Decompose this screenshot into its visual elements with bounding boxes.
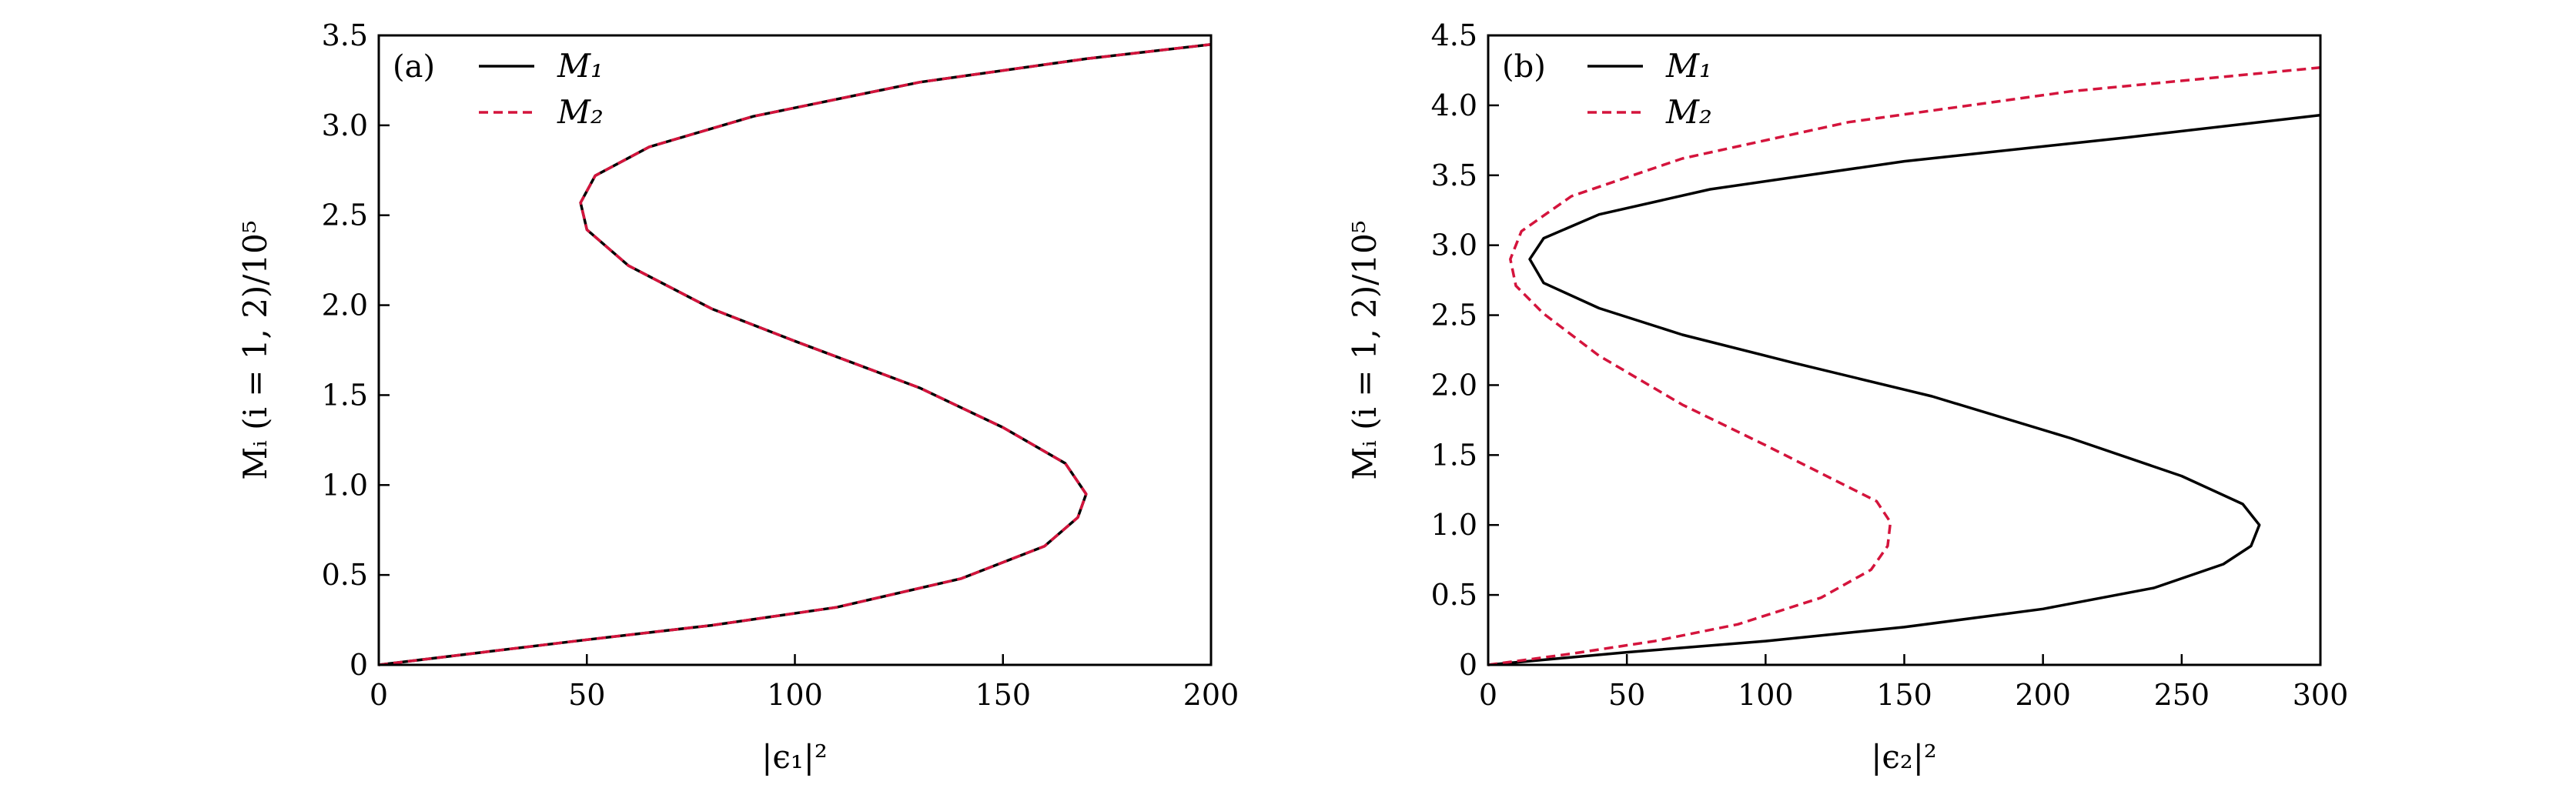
- y-tick-label-b-3: 1.5: [1431, 438, 1477, 472]
- y-tick-label-a-4: 2.0: [322, 289, 368, 322]
- legend-a-label-m2: M₂: [557, 93, 604, 131]
- series-line-b-1: [1487, 66, 2321, 666]
- y-tick-label-a-3: 1.5: [322, 378, 368, 412]
- panel-b-xlabel: |ϵ₂|²: [1871, 738, 1937, 776]
- panel-b-ylabel: Mᵢ (i = 1, 2)/10⁵: [1346, 220, 1383, 479]
- series-line-b-0: [1487, 113, 2321, 666]
- x-tick-label-a-4: 200: [1183, 678, 1239, 712]
- y-tick-label-b-0: 0: [1459, 648, 1477, 682]
- panel-a-tag: (a): [393, 49, 435, 85]
- y-tick-label-a-2: 1.0: [322, 468, 368, 502]
- panel-a: 0 50 100 150 200 0 0.5 1.0 1.5 2.0 2.5 3.0 3.5 M₁ M₂…: [236, 18, 1239, 776]
- x-tick-label-b-0: 0: [1479, 678, 1497, 712]
- y-tick-label-a-0: 0: [350, 648, 368, 682]
- x-tick-label-b-6: 300: [2293, 678, 2349, 712]
- series-line-a-0: [378, 42, 1212, 666]
- x-tick-label-a-2: 100: [767, 678, 823, 712]
- panel-b-ticks: 0 50 100 150 200 250 300 0 0.5 1.0 1.5 2.0 2.5 3.0 3.5…: [1431, 18, 2349, 712]
- y-tick-label-b-2: 1.0: [1431, 508, 1477, 542]
- x-tick-label-a-3: 150: [975, 678, 1031, 712]
- panel-a-curves: [378, 42, 1212, 666]
- y-tick-label-b-6: 3.0: [1431, 229, 1477, 262]
- panel-b-tag: (b): [1502, 49, 1546, 85]
- x-tick-label-a-0: 0: [370, 678, 388, 712]
- y-tick-label-b-5: 2.5: [1431, 299, 1477, 332]
- panel-a-legend: M₁ M₂: [479, 47, 604, 131]
- panel-a-ylabel: Mᵢ (i = 1, 2)/10⁵: [236, 220, 274, 479]
- x-tick-label-b-1: 50: [1608, 678, 1645, 712]
- x-tick-label-b-4: 200: [2015, 678, 2071, 712]
- y-tick-label-a-1: 0.5: [322, 558, 368, 592]
- x-tick-label-a-1: 50: [568, 678, 605, 712]
- y-tick-label-b-8: 4.0: [1431, 88, 1477, 122]
- y-tick-label-b-4: 2.0: [1431, 368, 1477, 402]
- x-tick-label-b-2: 100: [1738, 678, 1794, 712]
- y-tick-label-b-9: 4.5: [1431, 18, 1477, 52]
- panel-b-curves: [1487, 66, 2321, 666]
- panel-a-xlabel: |ϵ₁|²: [761, 738, 828, 776]
- legend-b-label-m1: M₁: [1665, 47, 1712, 85]
- panel-b: 0 50 100 150 200 250 300 0 0.5 1.0 1.5 2.0 2.5 3.0 3.5…: [1346, 18, 2348, 776]
- x-tick-label-b-3: 150: [1876, 678, 1932, 712]
- y-tick-label-a-5: 2.5: [322, 199, 368, 232]
- panel-a-ticks: 0 50 100 150 200 0 0.5 1.0 1.5 2.0 2.5 3.0 3.5: [322, 18, 1239, 712]
- legend-a-label-m1: M₁: [557, 47, 604, 85]
- panel-b-legend: M₁ M₂: [1587, 47, 1712, 131]
- y-tick-label-a-6: 3.0: [322, 109, 368, 142]
- y-tick-label-b-7: 3.5: [1431, 159, 1477, 192]
- legend-b-label-m2: M₂: [1665, 93, 1712, 131]
- y-tick-label-b-1: 0.5: [1431, 578, 1477, 612]
- y-tick-label-a-7: 3.5: [322, 18, 368, 52]
- x-tick-label-b-5: 250: [2154, 678, 2210, 712]
